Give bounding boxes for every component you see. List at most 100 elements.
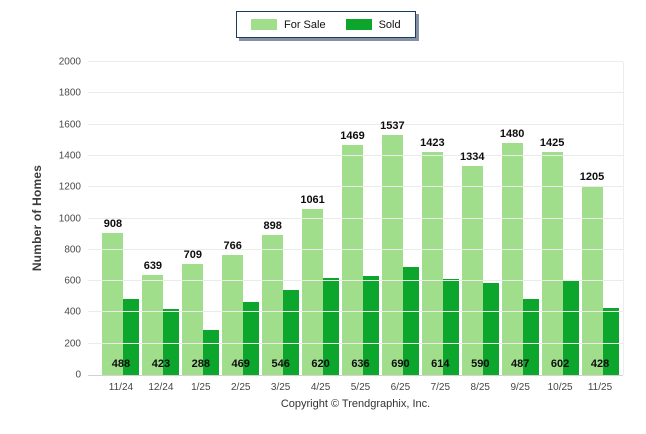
- y-tick-label: 1800: [58, 87, 81, 99]
- y-tick-label: 0: [75, 369, 81, 381]
- for-sale-value-label: 709: [183, 249, 202, 261]
- x-tick-label: 3/25: [270, 382, 291, 393]
- bar-group: 1423 614 7/25: [420, 62, 460, 393]
- y-axis-title: Number of Homes: [30, 164, 44, 272]
- bar-group: 766 469 2/25: [221, 62, 261, 393]
- x-tick-label: 8/25: [470, 382, 490, 393]
- sold-bar[interactable]: [482, 282, 499, 375]
- x-tick-label: 9/25: [510, 382, 530, 393]
- sold-bar[interactable]: [283, 289, 300, 375]
- bar-pair: 908: [102, 62, 140, 375]
- gridline: [88, 92, 623, 94]
- for-sale-swatch-icon: [251, 19, 277, 30]
- legend-item-for-sale[interactable]: For Sale: [251, 19, 326, 31]
- for-sale-bar[interactable]: 639: [142, 260, 164, 375]
- sold-bar[interactable]: [602, 308, 619, 375]
- bar-pair: 1423: [420, 62, 459, 375]
- y-tick-label: 600: [64, 275, 81, 287]
- bar-pair: 709: [182, 62, 220, 375]
- gridline: [88, 375, 623, 376]
- x-tick-label: 2/25: [230, 382, 251, 393]
- sold-value-label: 487: [511, 358, 530, 370]
- for-sale-value-label: 1469: [340, 130, 365, 143]
- bar-pair: 766: [222, 62, 260, 375]
- bar-pair: 1469: [340, 62, 379, 375]
- sold-value-label: 620: [311, 358, 330, 370]
- bar-pair: 1334: [460, 62, 499, 375]
- bar-pair: 1537: [380, 62, 419, 375]
- x-tick-label: 7/25: [430, 382, 451, 393]
- bar-group: 1061 620 4/25: [300, 62, 341, 393]
- bar-group: 1469 636 5/25: [340, 62, 381, 393]
- for-sale-value-label: 1061: [300, 194, 325, 206]
- for-sale-value-label: 1205: [579, 171, 605, 184]
- sold-value-label: 288: [191, 358, 210, 370]
- y-tick-label: 200: [64, 338, 81, 350]
- sold-value-label: 636: [351, 358, 370, 370]
- sold-value-label: 602: [550, 358, 570, 370]
- gridline: [88, 61, 623, 62]
- x-tick-label: 11/24: [108, 382, 134, 393]
- sold-value-label: 428: [590, 358, 610, 370]
- gridline: [88, 342, 623, 344]
- for-sale-bar[interactable]: 766: [222, 240, 244, 375]
- for-sale-bar[interactable]: 898: [262, 220, 284, 375]
- sold-swatch-icon: [345, 19, 372, 30]
- bar-pair: 1061: [300, 62, 340, 375]
- bar-groups: 908 488 11/24 639 423 12/24 709 288 1/25 766 469 2/…: [88, 62, 623, 393]
- gridline: [88, 311, 623, 313]
- sold-bar[interactable]: [522, 298, 539, 375]
- for-sale-bar[interactable]: 1480: [500, 128, 524, 375]
- bar-group: 1334 590 8/25: [460, 62, 500, 393]
- gridline: [88, 123, 623, 125]
- bar-group: 709 288 1/25: [181, 62, 221, 393]
- bar-group: 898 546 3/25: [261, 62, 301, 393]
- legend-label-for-sale: For Sale: [284, 18, 326, 31]
- sold-bar[interactable]: [323, 278, 340, 375]
- bar-group: 1537 690 6/25: [380, 62, 420, 393]
- for-sale-value-label: 898: [263, 219, 282, 232]
- bar-group: 908 488 11/24: [101, 62, 141, 393]
- for-sale-bar[interactable]: 1425: [540, 137, 564, 375]
- for-sale-bar[interactable]: 1061: [300, 194, 325, 375]
- for-sale-bar[interactable]: 1537: [380, 120, 405, 375]
- legend-label-sold: Sold: [378, 18, 401, 31]
- sold-bar[interactable]: [362, 275, 379, 375]
- gridline: [88, 154, 623, 156]
- gridline: [88, 186, 623, 188]
- sold-value-label: 469: [231, 358, 250, 370]
- sold-bar[interactable]: [243, 301, 260, 375]
- sold-value-label: 488: [111, 358, 131, 370]
- sold-bar[interactable]: [203, 329, 220, 375]
- sold-value-label: 423: [151, 358, 171, 370]
- x-tick-label: 5/25: [350, 382, 371, 393]
- y-tick-label: 2000: [58, 56, 81, 68]
- bar-pair: 1425: [540, 62, 579, 375]
- for-sale-bar[interactable]: 1423: [420, 137, 445, 375]
- sold-value-label: 690: [391, 358, 410, 370]
- for-sale-bar[interactable]: 908: [102, 218, 124, 375]
- y-tick-label: 400: [64, 306, 81, 318]
- bar-pair: 1480: [500, 62, 539, 375]
- sold-value-label: 614: [431, 358, 450, 370]
- legend-item-sold[interactable]: Sold: [345, 18, 401, 31]
- x-tick-label: 4/25: [310, 382, 331, 393]
- sold-bar[interactable]: [562, 280, 579, 375]
- sold-value-label: 590: [471, 358, 490, 370]
- for-sale-bar[interactable]: 709: [182, 249, 204, 375]
- bar-pair: 1205: [579, 62, 619, 375]
- sold-bar[interactable]: [123, 298, 140, 375]
- for-sale-value-label: 908: [103, 217, 123, 230]
- y-tick-label: 1400: [58, 150, 81, 162]
- y-tick-label: 1000: [58, 213, 81, 224]
- bar-group: 1425 602 10/25: [540, 62, 580, 393]
- gridline: [88, 217, 623, 219]
- sold-bar[interactable]: [163, 308, 180, 375]
- for-sale-value-label: 1423: [420, 137, 445, 150]
- sold-bar[interactable]: [442, 278, 459, 375]
- sold-bar[interactable]: [402, 267, 419, 375]
- x-tick-label: 10/25: [547, 382, 573, 393]
- for-sale-value-label: 639: [143, 260, 163, 272]
- for-sale-bar[interactable]: 1469: [340, 130, 365, 375]
